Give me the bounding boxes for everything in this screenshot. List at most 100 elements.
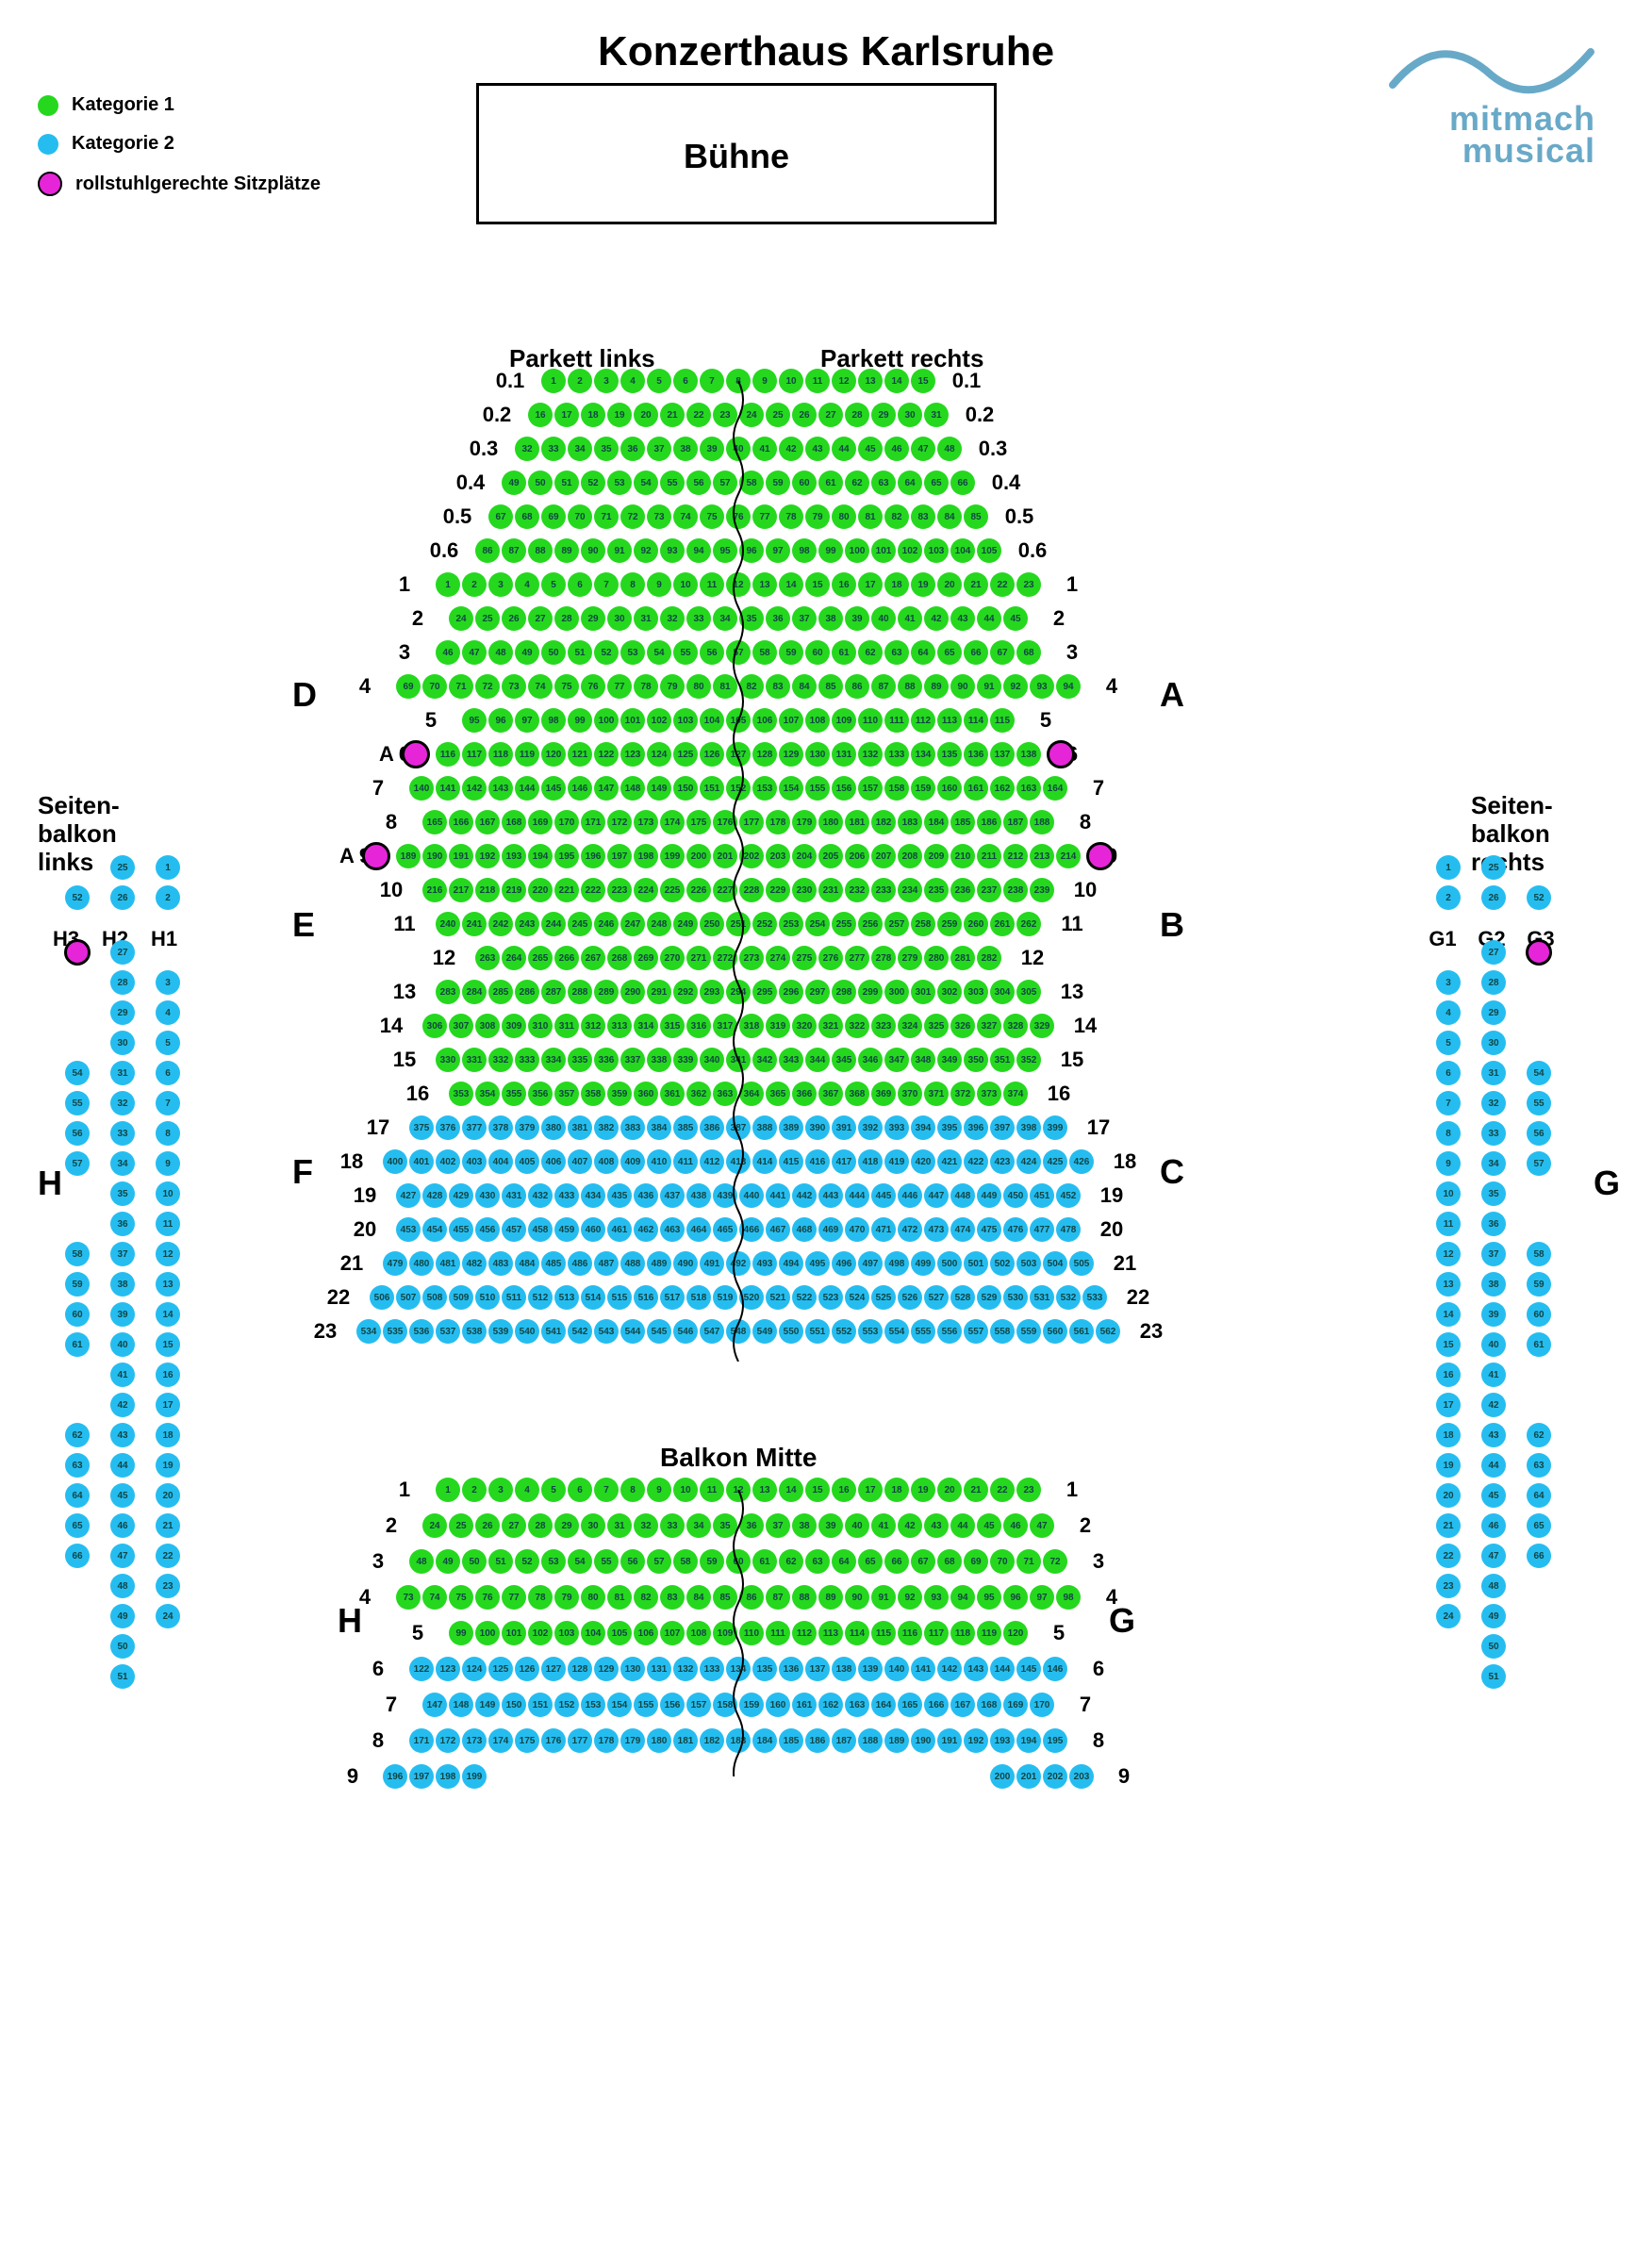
seat-354[interactable]: 354 — [475, 1082, 500, 1106]
seat-56[interactable]: 56 — [700, 640, 724, 665]
seat-9[interactable]: 9 — [647, 572, 671, 597]
seat-62[interactable]: 62 — [779, 1549, 803, 1574]
seat-449[interactable]: 449 — [977, 1183, 1001, 1208]
seat-314[interactable]: 314 — [634, 1014, 658, 1038]
seat-33[interactable]: 33 — [1481, 1121, 1506, 1146]
seat-470[interactable]: 470 — [845, 1217, 869, 1242]
seat-365[interactable]: 365 — [766, 1082, 790, 1106]
seat-367[interactable]: 367 — [818, 1082, 843, 1106]
seat-389[interactable]: 389 — [779, 1115, 803, 1140]
seat-76[interactable]: 76 — [475, 1585, 500, 1610]
seat-140[interactable]: 140 — [409, 776, 434, 801]
seat-83[interactable]: 83 — [911, 504, 935, 529]
seat-414[interactable]: 414 — [752, 1149, 777, 1174]
seat-122[interactable]: 122 — [594, 742, 619, 767]
seat-377[interactable]: 377 — [462, 1115, 487, 1140]
seat-134[interactable]: 134 — [911, 742, 935, 767]
seat-46[interactable]: 46 — [884, 437, 909, 461]
seat-47[interactable]: 47 — [110, 1544, 135, 1568]
seat-30[interactable]: 30 — [581, 1513, 605, 1538]
seat-417[interactable]: 417 — [832, 1149, 856, 1174]
seat-38[interactable]: 38 — [673, 437, 698, 461]
seat-41[interactable]: 41 — [898, 606, 922, 631]
seat-58[interactable]: 58 — [65, 1242, 90, 1266]
seat-366[interactable]: 366 — [792, 1082, 817, 1106]
seat-102[interactable]: 102 — [647, 708, 671, 733]
seat-61[interactable]: 61 — [1527, 1332, 1551, 1357]
seat-47[interactable]: 47 — [911, 437, 935, 461]
seat-328[interactable]: 328 — [1003, 1014, 1028, 1038]
seat-9[interactable]: 9 — [1436, 1151, 1461, 1176]
seat-195[interactable]: 195 — [554, 844, 579, 868]
seat-181[interactable]: 181 — [845, 810, 869, 834]
seat-43[interactable]: 43 — [805, 437, 830, 461]
seat-93[interactable]: 93 — [1030, 674, 1054, 699]
seat-556[interactable]: 556 — [937, 1319, 962, 1344]
seat-491[interactable]: 491 — [700, 1251, 724, 1276]
seat-86[interactable]: 86 — [475, 538, 500, 563]
seat-396[interactable]: 396 — [964, 1115, 988, 1140]
seat-40[interactable]: 40 — [110, 1332, 135, 1357]
seat-100[interactable]: 100 — [845, 538, 869, 563]
seat-66[interactable]: 66 — [964, 640, 988, 665]
seat-22[interactable]: 22 — [156, 1544, 180, 1568]
seat-41[interactable]: 41 — [871, 1513, 896, 1538]
seat-218[interactable]: 218 — [475, 878, 500, 902]
seat-102[interactable]: 102 — [528, 1621, 553, 1645]
seat-120[interactable]: 120 — [541, 742, 566, 767]
seat-25[interactable]: 25 — [766, 403, 790, 427]
seat-168[interactable]: 168 — [977, 1693, 1001, 1717]
seat-150[interactable]: 150 — [673, 776, 698, 801]
seat-462[interactable]: 462 — [634, 1217, 658, 1242]
seat-50[interactable]: 50 — [462, 1549, 487, 1574]
seat-531[interactable]: 531 — [1030, 1285, 1054, 1310]
seat-115[interactable]: 115 — [871, 1621, 896, 1645]
seat-82[interactable]: 82 — [634, 1585, 658, 1610]
seat-61[interactable]: 61 — [752, 1549, 777, 1574]
seat-195[interactable]: 195 — [1043, 1728, 1067, 1753]
seat-123[interactable]: 123 — [620, 742, 645, 767]
seat-6[interactable]: 6 — [673, 369, 698, 393]
seat-56[interactable]: 56 — [1527, 1121, 1551, 1146]
seat-323[interactable]: 323 — [871, 1014, 896, 1038]
seat-391[interactable]: 391 — [832, 1115, 856, 1140]
seat-45[interactable]: 45 — [1003, 606, 1028, 631]
seat-146[interactable]: 146 — [568, 776, 592, 801]
seat-338[interactable]: 338 — [647, 1048, 671, 1072]
seat-3[interactable]: 3 — [488, 572, 513, 597]
seat-376[interactable]: 376 — [436, 1115, 460, 1140]
seat-255[interactable]: 255 — [832, 912, 856, 936]
seat-258[interactable]: 258 — [911, 912, 935, 936]
seat-62[interactable]: 62 — [65, 1423, 90, 1447]
seat-500[interactable]: 500 — [937, 1251, 962, 1276]
seat-324[interactable]: 324 — [898, 1014, 922, 1038]
seat-63[interactable]: 63 — [1527, 1453, 1551, 1478]
seat-62[interactable]: 62 — [858, 640, 883, 665]
seat-48[interactable]: 48 — [1481, 1574, 1506, 1598]
seat-141[interactable]: 141 — [911, 1657, 935, 1681]
seat-211[interactable]: 211 — [977, 844, 1001, 868]
seat-277[interactable]: 277 — [845, 946, 869, 970]
seat-45[interactable]: 45 — [977, 1513, 1001, 1538]
seat-23[interactable]: 23 — [156, 1574, 180, 1598]
seat-237[interactable]: 237 — [977, 878, 1001, 902]
seat-66[interactable]: 66 — [1527, 1544, 1551, 1568]
seat-116[interactable]: 116 — [436, 742, 460, 767]
seat-97[interactable]: 97 — [1030, 1585, 1054, 1610]
seat-106[interactable]: 106 — [634, 1621, 658, 1645]
seat-103[interactable]: 103 — [924, 538, 949, 563]
seat-112[interactable]: 112 — [792, 1621, 817, 1645]
seat-95[interactable]: 95 — [462, 708, 487, 733]
seat-342[interactable]: 342 — [752, 1048, 777, 1072]
seat-136[interactable]: 136 — [779, 1657, 803, 1681]
seat-66[interactable]: 66 — [950, 471, 975, 495]
seat-115[interactable]: 115 — [990, 708, 1015, 733]
seat-147[interactable]: 147 — [422, 1693, 447, 1717]
seat-17[interactable]: 17 — [156, 1393, 180, 1417]
seat-102[interactable]: 102 — [898, 538, 922, 563]
seat-34[interactable]: 34 — [110, 1151, 135, 1176]
seat-112[interactable]: 112 — [911, 708, 935, 733]
seat-213[interactable]: 213 — [1030, 844, 1054, 868]
seat-149[interactable]: 149 — [647, 776, 671, 801]
seat-225[interactable]: 225 — [660, 878, 685, 902]
